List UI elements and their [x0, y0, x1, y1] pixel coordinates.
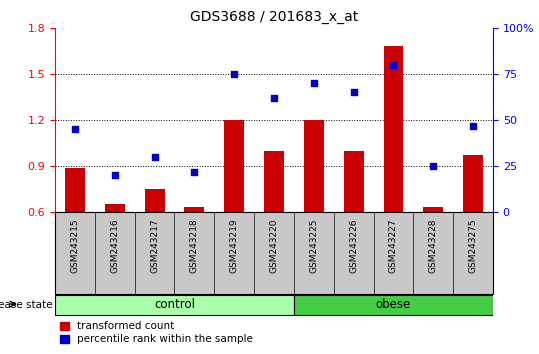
Text: GSM243217: GSM243217: [150, 218, 159, 273]
Point: [309, 80, 318, 86]
Point: [389, 62, 398, 68]
Bar: [304, 120, 324, 212]
Point: [71, 126, 79, 132]
Bar: [105, 204, 125, 212]
Legend: transformed count, percentile rank within the sample: transformed count, percentile rank withi…: [60, 321, 253, 344]
Text: GSM243275: GSM243275: [468, 218, 478, 273]
Point: [230, 71, 238, 77]
Text: GSM243225: GSM243225: [309, 218, 319, 273]
Text: GSM243218: GSM243218: [190, 218, 199, 273]
Point: [429, 163, 438, 169]
Bar: [55, 295, 294, 315]
Bar: [144, 189, 164, 212]
Bar: [344, 151, 364, 212]
Title: GDS3688 / 201683_x_at: GDS3688 / 201683_x_at: [190, 10, 358, 24]
Text: obese: obese: [376, 298, 411, 311]
Bar: [294, 295, 493, 315]
Text: GSM243220: GSM243220: [270, 218, 279, 273]
Point: [150, 154, 159, 160]
Text: GSM243215: GSM243215: [71, 218, 79, 273]
Bar: [463, 155, 483, 212]
Text: GSM243216: GSM243216: [110, 218, 119, 273]
Point: [349, 90, 358, 95]
Bar: [184, 207, 204, 212]
Text: GSM243227: GSM243227: [389, 218, 398, 273]
Bar: [65, 167, 85, 212]
Bar: [224, 120, 244, 212]
Bar: [423, 207, 443, 212]
Text: GSM243228: GSM243228: [429, 218, 438, 273]
Point: [190, 169, 199, 175]
Bar: [384, 46, 403, 212]
Point: [469, 123, 478, 129]
Point: [270, 95, 278, 101]
Text: GSM243219: GSM243219: [230, 218, 239, 273]
Text: control: control: [154, 298, 195, 311]
Text: GSM243226: GSM243226: [349, 218, 358, 273]
Text: disease state: disease state: [0, 300, 52, 310]
Bar: [264, 151, 284, 212]
Point: [110, 172, 119, 178]
